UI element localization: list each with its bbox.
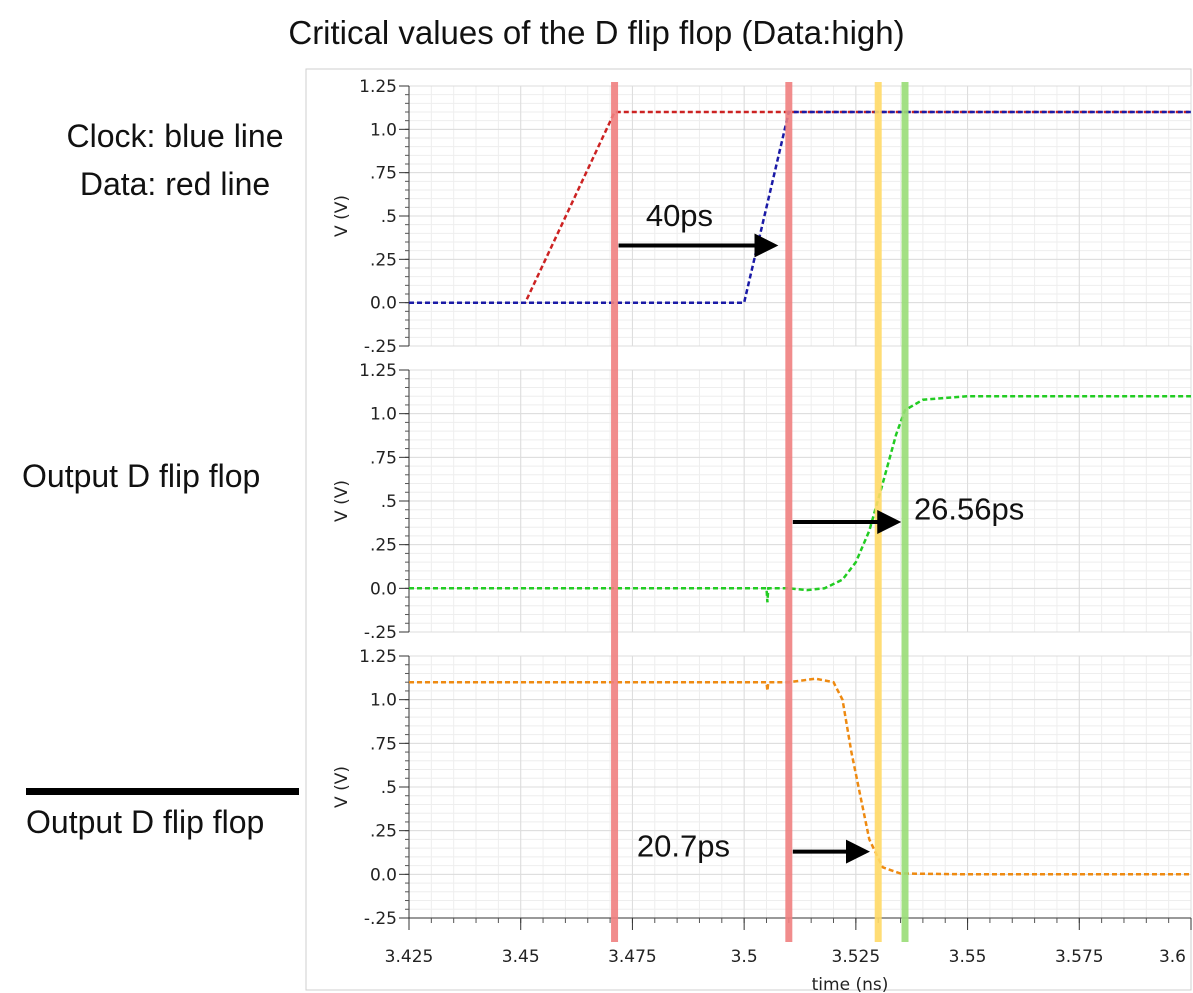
- output-complement-overbar: [26, 788, 299, 795]
- x-tick-label: 3.55: [949, 947, 987, 967]
- y-tick-label: -.25: [364, 623, 397, 643]
- annotation-label-1: 40ps: [646, 198, 713, 233]
- y-tick-label: 1.0: [370, 405, 397, 425]
- annotation-label-3: 20.7ps: [637, 828, 730, 863]
- y-tick-label: -.25: [364, 337, 397, 357]
- y-axis-label: V (V): [332, 195, 352, 237]
- y-tick-label: .75: [370, 164, 397, 184]
- panel-2: 1.25 1.0 .75 .5 .25 0.0 -.25 V (V): [332, 361, 1192, 643]
- x-tick-label: 3.575: [1055, 947, 1104, 967]
- y-tick-label: 0.0: [370, 294, 397, 314]
- y-tick-label: 0.0: [370, 579, 397, 599]
- x-tick-label: 3.45: [502, 947, 540, 967]
- y-tick-label: 1.0: [370, 691, 397, 711]
- y-tick-label: 1.25: [359, 77, 397, 97]
- y-tick-label: .5: [381, 207, 397, 227]
- y-tick-label: 1.0: [370, 120, 397, 140]
- y-tick-label: 1.25: [359, 361, 397, 381]
- series-output-bar: [409, 677, 1191, 876]
- y-tick-label: .25: [370, 822, 397, 842]
- x-tick-label: 3.475: [608, 947, 657, 967]
- x-axis-label: time (ns): [812, 975, 889, 993]
- series-clock: [409, 110, 1191, 304]
- x-tick-label: 3.5: [731, 947, 758, 967]
- output-complement-label: Output D flip flop: [26, 804, 265, 840]
- legend-clock-label: Clock: blue line: [66, 118, 284, 154]
- panel-1: 1.25 1.0 .75 .5 .25 0.0 -.25 V (V): [332, 77, 1192, 357]
- annotation-label-2: 26.56ps: [914, 492, 1024, 527]
- y-axis-label: V (V): [332, 480, 352, 522]
- chart-title: Critical values of the D flip flop (Data…: [288, 14, 905, 51]
- y-tick-label: 0.0: [370, 865, 397, 885]
- y-tick-label: .5: [381, 778, 397, 798]
- y-tick-label: -.25: [364, 909, 397, 929]
- y-tick-label: .75: [370, 448, 397, 468]
- y-tick-label: .75: [370, 734, 397, 754]
- legend-data-label: Data: red line: [79, 166, 271, 202]
- x-tick-label: 3.425: [385, 947, 434, 967]
- output-label: Output D flip flop: [22, 458, 261, 494]
- y-axis-label: V (V): [332, 766, 352, 808]
- x-tick-label: 3.525: [832, 947, 881, 967]
- panel-3: 1.25 1.0 .75 .5 .25 0.0 -.25 V (V): [332, 647, 1192, 929]
- y-tick-label: .25: [370, 536, 397, 556]
- y-tick-label: .5: [381, 492, 397, 512]
- y-tick-label: .25: [370, 250, 397, 270]
- x-tick-label: 3.6: [1159, 947, 1186, 967]
- series-output: [409, 394, 1191, 603]
- y-tick-label: 1.25: [359, 647, 397, 667]
